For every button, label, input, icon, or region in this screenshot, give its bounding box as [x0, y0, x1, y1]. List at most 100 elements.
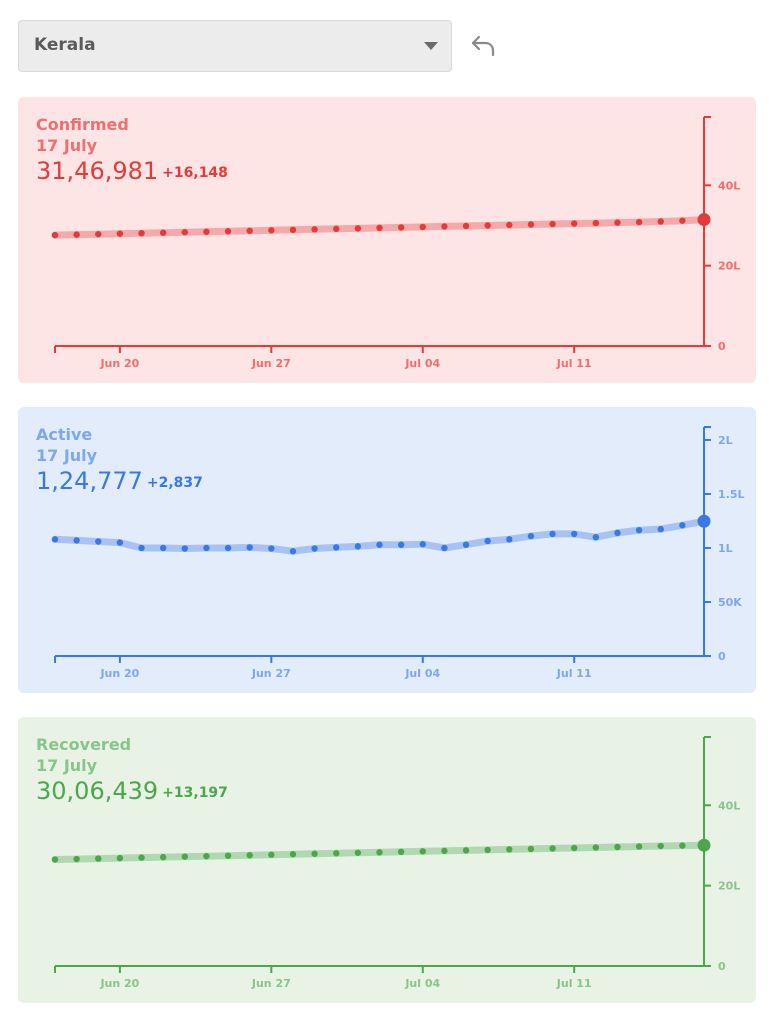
panel-total: 1,24,777 — [36, 467, 143, 495]
data-point — [268, 227, 275, 234]
data-point — [224, 228, 232, 235]
data-point — [354, 543, 362, 550]
data-point — [419, 848, 426, 855]
data-point — [51, 536, 59, 543]
data-point — [419, 541, 426, 548]
data-point — [311, 226, 318, 233]
x-tick-label: Jun 20 — [99, 357, 139, 370]
data-point — [116, 230, 124, 237]
data-point — [376, 541, 383, 548]
panel-delta: +16,148 — [162, 165, 228, 181]
undo-arrow-icon[interactable] — [469, 33, 499, 61]
data-point — [116, 539, 124, 546]
state-dropdown[interactable]: Kerala — [18, 20, 452, 72]
panel-total: 30,06,439 — [36, 777, 159, 805]
panel-total-line: 1,24,777 +2,837 — [36, 467, 203, 495]
data-point — [73, 231, 80, 238]
data-point — [268, 851, 275, 858]
recovered-chart: Jun 20 Jun 27 Jul 04 Jul 11 0 20L 40L — [51, 736, 740, 990]
y-tick-label: 20L — [718, 260, 740, 273]
latest-data-point — [697, 213, 711, 227]
data-point — [679, 842, 686, 849]
x-tick-label: Jul 04 — [404, 667, 440, 680]
data-point — [289, 226, 297, 234]
latest-data-point — [697, 514, 711, 528]
data-point — [614, 219, 621, 226]
data-point — [571, 530, 578, 538]
data-point — [354, 225, 362, 232]
y-tick-label: 20L — [718, 880, 740, 893]
data-point — [51, 231, 59, 239]
x-tick-label: Jul 04 — [404, 977, 440, 990]
data-point — [462, 847, 470, 854]
data-point — [441, 847, 448, 855]
data-point — [462, 541, 470, 548]
data-point — [73, 537, 80, 544]
data-point — [203, 852, 210, 860]
data-point — [679, 522, 686, 529]
data-point — [138, 229, 145, 237]
data-point — [484, 222, 491, 229]
data-point — [635, 526, 643, 534]
x-tick-label: Jun 20 — [99, 977, 139, 990]
data-point — [95, 855, 102, 862]
data-point — [549, 220, 556, 228]
data-point — [614, 843, 621, 851]
data-point — [181, 229, 188, 236]
y-tick-label: 1.5L — [718, 488, 745, 501]
data-point — [376, 849, 383, 856]
data-point — [484, 537, 491, 545]
confirmed-chart: Jun 20 Jun 27 Jul 04 Jul 11 0 20L 40L — [51, 116, 740, 370]
data-point — [224, 852, 232, 859]
data-point — [506, 221, 513, 229]
state-dropdown-value: Kerala — [34, 35, 96, 55]
data-point — [571, 844, 578, 852]
data-point — [138, 854, 145, 861]
panel-title: Recovered — [36, 735, 132, 754]
y-tick-label: 2L — [718, 434, 733, 447]
data-point — [397, 224, 405, 231]
x-tick-label: Jun 20 — [99, 667, 139, 680]
data-point — [614, 529, 621, 537]
data-point — [376, 224, 383, 232]
y-tick-label: 0 — [718, 650, 726, 663]
data-point — [592, 533, 600, 541]
panel-total-line: 30,06,439 +13,197 — [36, 777, 228, 805]
data-point — [224, 544, 232, 552]
data-point — [159, 229, 167, 236]
data-point — [95, 230, 102, 238]
panel-date: 17 July — [36, 136, 98, 155]
data-point — [506, 846, 513, 853]
data-point — [138, 544, 145, 552]
y-tick-label: 40L — [718, 799, 740, 812]
x-tick-label: Jul 04 — [404, 357, 440, 370]
data-point — [246, 227, 253, 234]
data-point — [116, 854, 124, 862]
chart-panel-confirmed: Jun 20 Jun 27 Jul 04 Jul 11 0 20L 40L Confirme… — [18, 97, 756, 383]
active-chart: Jun 20 Jun 27 Jul 04 Jul 11 0 50K 1L 1.5L 2L — [51, 426, 745, 680]
data-point — [333, 225, 340, 233]
data-point — [484, 846, 491, 854]
data-point — [246, 544, 253, 551]
x-tick-label: Jun 27 — [251, 667, 291, 680]
data-point — [311, 545, 318, 552]
data-point — [419, 223, 426, 231]
chart-panel-active: Jun 20 Jun 27 Jul 04 Jul 11 0 50K 1L 1.5L 2L Act… — [18, 407, 756, 693]
data-point — [571, 220, 578, 227]
data-point — [635, 843, 643, 850]
data-point — [441, 544, 448, 552]
data-point — [159, 544, 167, 552]
data-point — [679, 217, 686, 224]
panel-date: 17 July — [36, 756, 98, 775]
data-point — [549, 845, 556, 852]
data-point — [592, 219, 600, 227]
data-point — [397, 848, 405, 856]
data-point — [333, 850, 340, 857]
x-tick-label: Jul 11 — [556, 667, 592, 680]
data-point — [441, 223, 448, 230]
y-tick-label: 0 — [718, 340, 726, 353]
y-tick-label: 1L — [718, 542, 733, 555]
data-point — [527, 221, 535, 228]
panel-total-line: 31,46,981 +16,148 — [36, 157, 228, 185]
data-point — [462, 222, 470, 230]
